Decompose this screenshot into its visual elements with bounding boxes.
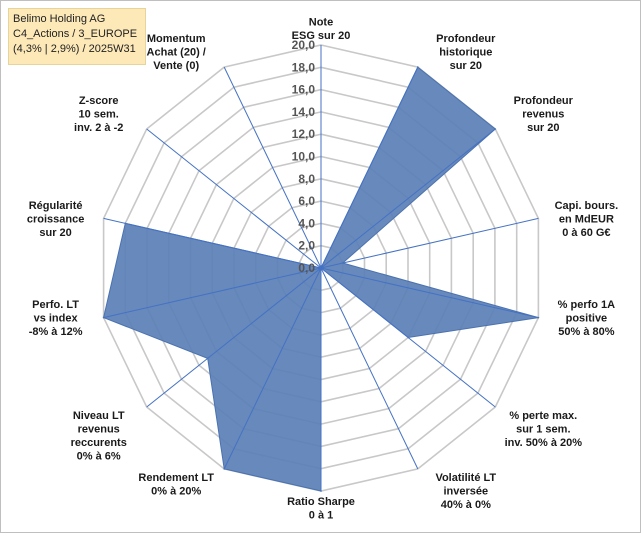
axis-label-line: Profondeur [514, 95, 574, 107]
tick-label: 10,0 [292, 150, 316, 164]
axis-label-line: Profondeur [436, 33, 496, 45]
axis-label: Capi. bours. en MdEUR 0 à 60 G€ [555, 200, 619, 239]
tick-label: 16,0 [292, 83, 316, 97]
axis-spoke [146, 267, 322, 408]
axis-label: Profondeur revenus sur 20 [514, 95, 574, 134]
axis-label-line: en MdEUR [559, 213, 614, 225]
axis-spoke [320, 128, 496, 269]
radar-axis-labels: Note ESG sur 20 Profondeur historique sur 20… [27, 17, 618, 522]
axis-spoke [320, 217, 539, 269]
axis-label-line: sur 20 [527, 122, 559, 134]
axis-label-line: 40% à 0% [441, 499, 491, 511]
axis-spoke [146, 128, 322, 269]
axis-label-line: inv. 2 à -2 [74, 122, 123, 134]
axis-label-line: sur 1 sem. [516, 424, 570, 436]
axis-spoke [223, 66, 322, 269]
radar-tick-labels: 0,0 2,0 4,0 6,0 8,0 10,0 12,0 14,0 16,0 18,0 20,0 [292, 38, 316, 275]
axis-label-line: Perfo. LT [32, 299, 79, 311]
axis-label-line: positive [566, 313, 608, 325]
axis-label-line: Note [309, 17, 333, 29]
axis-label: Profondeur historique sur 20 [436, 33, 496, 72]
axis-label-line: 0 à 60 G€ [562, 227, 610, 239]
axis-label-line: 0 à 1 [309, 510, 333, 522]
title-line-1: Belimo Holding AG [13, 13, 106, 25]
axis-label: Rendement LT 0% à 20% [138, 472, 214, 498]
title-line-3: (4,3% | 2,9%) / 2025W31 [13, 43, 136, 55]
tick-label: 2,0 [298, 239, 315, 253]
axis-label-line: ESG sur 20 [292, 30, 351, 42]
axis-spoke [320, 267, 496, 408]
axis-label-line: Capi. bours. [555, 200, 619, 212]
axis-label-line: Niveau LT [73, 410, 125, 422]
axis-label-line: sur 20 [39, 227, 71, 239]
axis-spoke [320, 267, 539, 319]
axis-label-line: Volatilité LT [435, 472, 496, 484]
axis-spoke [223, 267, 322, 470]
tick-label: 18,0 [292, 60, 316, 74]
axis-label-line: 10 sem. [79, 109, 119, 121]
axis-label-line: Achat (20) / [147, 47, 206, 59]
axis-label-line: % perfo 1A [558, 299, 616, 311]
tick-label: 6,0 [298, 194, 315, 208]
axis-label-line: vs index [34, 313, 79, 325]
axis-label: Note ESG sur 20 [292, 17, 351, 43]
axis-label-line: croissance [27, 213, 84, 225]
tick-label: 14,0 [292, 105, 316, 119]
axis-label-line: 0% à 6% [77, 451, 121, 463]
axis-label-line: sur 20 [450, 60, 482, 72]
axis-label-line: Momentum [147, 33, 206, 45]
axis-label-line: reccurents [71, 437, 127, 449]
tick-label: 20,0 [292, 38, 316, 52]
axis-label: Régularité croissance sur 20 [27, 200, 84, 239]
axis-label-line: inv. 50% à 20% [505, 437, 583, 449]
axis-label-line: -8% à 12% [29, 326, 83, 338]
axis-label: Volatilité LT inversée 40% à 0% [435, 472, 496, 511]
axis-label: Ratio Sharpe 0 à 1 [287, 496, 355, 522]
axis-label-line: Rendement LT [138, 472, 214, 484]
axis-label-line: Z-score [79, 95, 119, 107]
axis-label: % perfo 1A positive 50% à 80% [558, 299, 616, 338]
axis-label-line: 0% à 20% [151, 485, 201, 497]
axis-spoke [320, 267, 419, 470]
axis-label-line: Vente (0) [153, 60, 199, 72]
axis-label-line: revenus [78, 424, 120, 436]
tick-label: 4,0 [298, 216, 315, 230]
axis-label-line: 50% à 80% [558, 326, 614, 338]
axis-spoke [320, 66, 419, 269]
tick-label: 8,0 [298, 172, 315, 186]
axis-label-line: Régularité [29, 200, 83, 212]
axis-label: % perte max. sur 1 sem. inv. 50% à 20% [505, 410, 583, 449]
axis-spoke [103, 267, 322, 319]
tick-label: 0,0 [298, 261, 315, 275]
axis-label: Z-score 10 sem. inv. 2 à -2 [74, 95, 123, 134]
axis-label: Niveau LT revenus reccurents 0% à 6% [71, 410, 127, 463]
axis-label-line: Ratio Sharpe [287, 496, 355, 508]
tick-label: 12,0 [292, 127, 316, 141]
title-line-2: C4_Actions / 3_EUROPE [13, 28, 138, 40]
axis-label: Momentum Achat (20) / Vente (0) [147, 33, 206, 72]
axis-label-line: inversée [443, 485, 488, 497]
radar-spokes [103, 45, 539, 491]
axis-label-line: historique [439, 47, 492, 59]
axis-label: Perfo. LT vs index -8% à 12% [29, 299, 83, 338]
chart-title-box: Belimo Holding AG C4_Actions / 3_EUROPE … [8, 8, 146, 65]
axis-label-line: revenus [522, 109, 564, 121]
axis-label-line: % perte max. [509, 410, 577, 422]
axis-spoke [103, 217, 322, 269]
